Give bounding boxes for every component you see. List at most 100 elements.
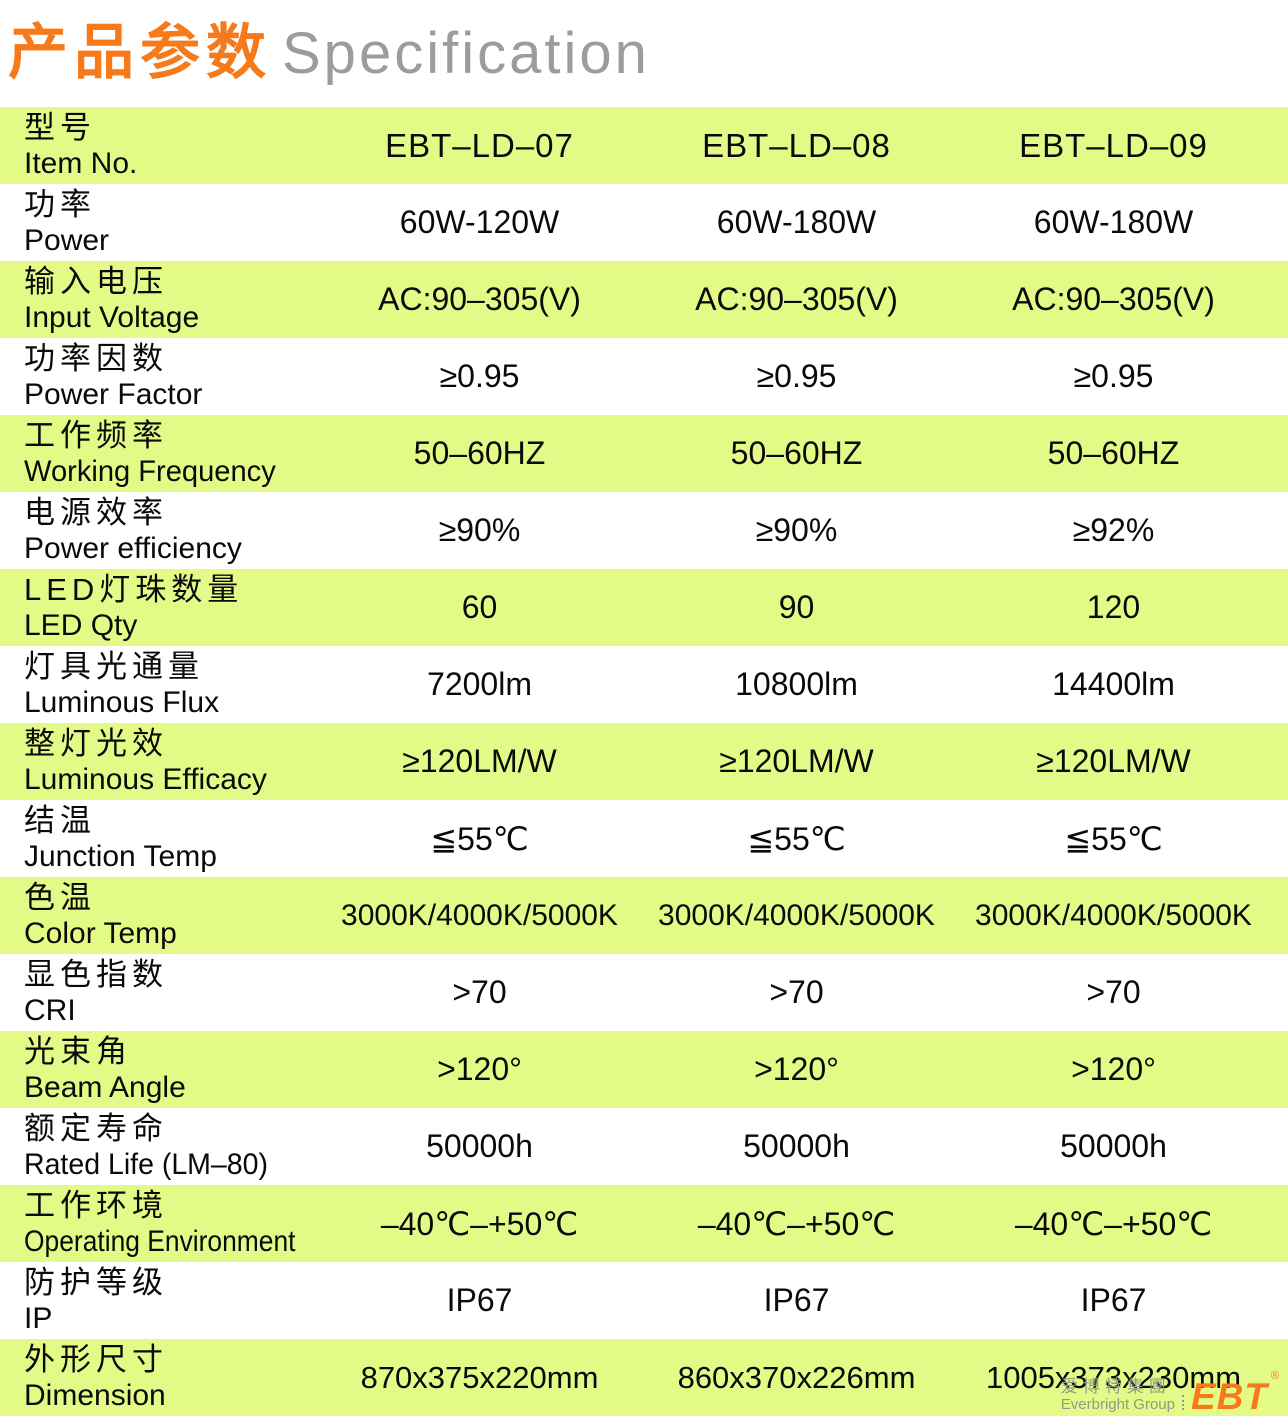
- row-label-zh: 型号: [24, 109, 96, 145]
- row-value: ≥90%: [438, 512, 521, 548]
- row-value: –40℃–+50℃: [380, 1205, 579, 1242]
- row-value: IP67: [1080, 1282, 1147, 1318]
- table-row: 型号 Item No. EBT–LD–07 EBT–LD–08 EBT–LD–0…: [0, 107, 1288, 184]
- row-label-zh: 防护等级: [24, 1264, 168, 1300]
- row-value: 120: [1086, 589, 1141, 625]
- row-label: 外形尺寸 Dimension: [0, 1339, 321, 1416]
- row-label-en: Luminous Efficacy: [24, 762, 267, 796]
- row-label-en: Operating Environment: [24, 1224, 296, 1258]
- row-value: ≥120LM/W: [402, 743, 557, 779]
- row-label-en: Power: [24, 223, 110, 257]
- table-row: 工作频率 Working Frequency 50–60HZ 50–60HZ 5…: [0, 415, 1288, 492]
- row-value: ≥90%: [755, 512, 838, 548]
- row-value: –40℃–+50℃: [1014, 1205, 1213, 1242]
- row-label-en: LED Qty: [24, 608, 138, 642]
- table-row: 输入电压 Input Voltage AC:90–305(V) AC:90–30…: [0, 261, 1288, 338]
- row-value: 50000h: [743, 1128, 850, 1164]
- row-label-en: Luminous Flux: [24, 685, 220, 719]
- row-value: 10800lm: [735, 666, 858, 702]
- row-label-zh: 工作环境: [24, 1187, 168, 1223]
- row-label: 额定寿命 Rated Life (LM–80): [0, 1108, 321, 1185]
- table-row: 功率 Power 60W-120W 60W-180W 60W-180W: [0, 184, 1288, 261]
- row-value: 14400lm: [1052, 666, 1175, 702]
- table-row: LED灯珠数量 LED Qty 60 90 120: [0, 569, 1288, 646]
- registered-trademark-icon: ®: [1270, 1369, 1280, 1382]
- table-row: 外形尺寸 Dimension 870x375x220mm 860x370x226…: [0, 1339, 1288, 1416]
- row-value: 60W-120W: [399, 204, 560, 240]
- row-label-en: Power Factor: [24, 377, 203, 411]
- row-value: 90: [778, 589, 815, 625]
- row-label: 显色指数 CRI: [0, 954, 321, 1031]
- logo-company-zh: 爱博特集團: [1060, 1377, 1171, 1396]
- row-value: >120°: [754, 1051, 839, 1087]
- row-label: 防护等级 IP: [0, 1262, 321, 1339]
- logo-brand-letters: EBT: [1191, 1375, 1268, 1417]
- row-value: EBT–LD–09: [1019, 126, 1208, 164]
- row-value: AC:90–305(V): [378, 281, 581, 317]
- row-label: 色温 Color Temp: [0, 877, 321, 954]
- row-value: ≦55℃: [1064, 820, 1163, 857]
- table-row: 防护等级 IP IP67 IP67 IP67: [0, 1262, 1288, 1339]
- table-row: 额定寿命 Rated Life (LM–80) 50000h 50000h 50…: [0, 1108, 1288, 1185]
- row-value: ≥0.95: [439, 358, 520, 394]
- row-value: >70: [769, 974, 824, 1010]
- row-label: 整灯光效 Luminous Efficacy: [0, 723, 321, 800]
- row-label: 功率 Power: [0, 184, 321, 261]
- table-row: 功率因数 Power Factor ≥0.95 ≥0.95 ≥0.95: [0, 338, 1288, 415]
- row-value: IP67: [446, 1282, 513, 1318]
- row-label-zh: 灯具光通量: [24, 648, 204, 684]
- row-label-zh: 功率因数: [24, 340, 168, 376]
- row-label-en: Color Temp: [24, 916, 177, 950]
- row-value: ≦55℃: [430, 820, 529, 857]
- table-row: 灯具光通量 Luminous Flux 7200lm 10800lm 14400…: [0, 646, 1288, 723]
- row-label-zh: 工作频率: [24, 417, 168, 453]
- row-label-en: IP: [24, 1301, 53, 1335]
- row-value: IP67: [763, 1282, 830, 1318]
- row-value: 7200lm: [427, 666, 532, 702]
- row-label-zh: 输入电压: [24, 263, 168, 299]
- logo-company: 爱博特集團 Everbright Group: [1061, 1378, 1175, 1412]
- row-value: –40℃–+50℃: [697, 1205, 896, 1242]
- specification-table: 型号 Item No. EBT–LD–07 EBT–LD–08 EBT–LD–0…: [0, 107, 1288, 1416]
- row-label-en: Working Frequency: [24, 454, 276, 488]
- logo-brand-text: EBT ®: [1191, 1370, 1280, 1415]
- row-label: 结温 Junction Temp: [0, 800, 321, 877]
- row-label-zh: 整灯光效: [24, 725, 168, 761]
- row-label: 工作环境 Operating Environment: [0, 1185, 321, 1262]
- row-value: 50–60HZ: [1047, 435, 1180, 471]
- row-value: AC:90–305(V): [695, 281, 898, 317]
- row-label-zh: 光束角: [24, 1033, 132, 1069]
- row-label: 光束角 Beam Angle: [0, 1031, 321, 1108]
- page-header: 产品参数 Specification: [0, 0, 1288, 107]
- row-label-en: Beam Angle: [24, 1070, 186, 1104]
- row-label: 功率因数 Power Factor: [0, 338, 321, 415]
- row-label-zh: 显色指数: [24, 956, 168, 992]
- row-value: 60: [461, 589, 498, 625]
- row-label-zh: 外形尺寸: [24, 1341, 168, 1377]
- row-value: 50–60HZ: [730, 435, 863, 471]
- row-value: ≥0.95: [1073, 358, 1154, 394]
- row-value: >70: [452, 974, 507, 1010]
- logo-divider-dots-icon: [1182, 1395, 1184, 1410]
- table-row: 结温 Junction Temp ≦55℃ ≦55℃ ≦55℃: [0, 800, 1288, 877]
- row-value: ≦55℃: [747, 820, 846, 857]
- row-label-en: Rated Life (LM–80): [24, 1147, 268, 1181]
- row-label-en: Junction Temp: [24, 839, 217, 873]
- row-label-en: Dimension: [24, 1378, 166, 1412]
- row-value: EBT–LD–07: [385, 126, 574, 164]
- row-label-en: Power efficiency: [24, 531, 242, 565]
- row-value: 60W-180W: [716, 204, 877, 240]
- row-label-en: Item No.: [24, 146, 138, 180]
- page-title-zh: 产品参数: [8, 19, 272, 86]
- row-label: 工作频率 Working Frequency: [0, 415, 321, 492]
- row-value: 50000h: [426, 1128, 533, 1164]
- logo-company-en: Everbright Group: [1060, 1396, 1175, 1413]
- row-value: 60W-180W: [1033, 204, 1194, 240]
- brand-logo: 爱博特集團 Everbright Group EBT ®: [1061, 1370, 1280, 1415]
- row-value: 870x375x220mm: [360, 1359, 599, 1395]
- row-value: 50000h: [1060, 1128, 1167, 1164]
- row-value: 3000K/4000K/5000K: [658, 898, 935, 932]
- row-label-zh: 额定寿命: [24, 1110, 168, 1146]
- row-label: LED灯珠数量 LED Qty: [0, 569, 321, 646]
- row-label-zh: 色温: [24, 879, 96, 915]
